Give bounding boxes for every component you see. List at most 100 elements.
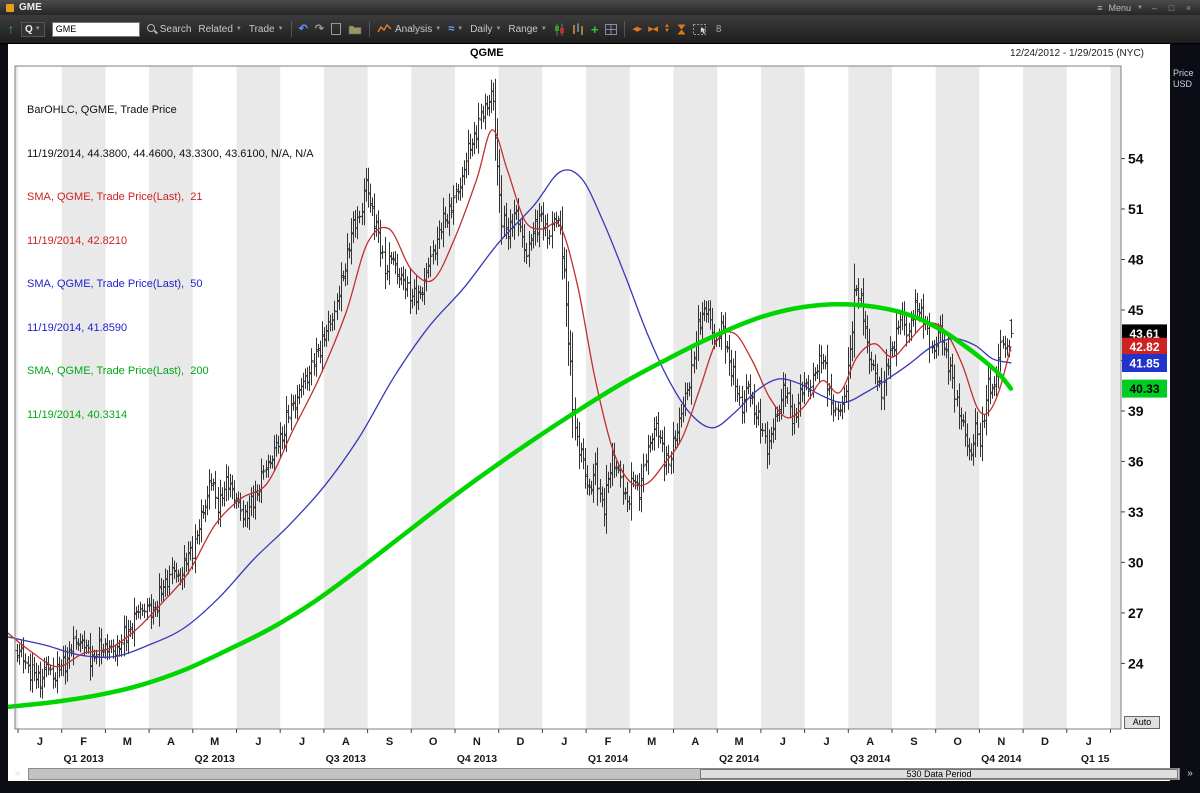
- hamburger-menu-icon[interactable]: ≡: [1097, 2, 1103, 13]
- right-axis-panel: Price USD: [1170, 44, 1200, 793]
- legend-sma21-series: SMA, QGME, Trade Price(Last), 21: [27, 191, 203, 203]
- hourglass-icon[interactable]: [677, 24, 686, 35]
- y-axis-tick-label: 39: [1128, 403, 1144, 419]
- chart-legend: BarOHLC, QGME, Trade Price 11/19/2014, 4…: [27, 74, 314, 451]
- chart-date-range: 12/24/2012 - 1/29/2015 (NYC): [1010, 48, 1144, 59]
- y-axis-tick-label: 33: [1128, 504, 1144, 520]
- x-axis-month-label: M: [735, 736, 744, 748]
- y-axis-tick-label: 45: [1128, 302, 1144, 318]
- x-axis-month-label: J: [561, 736, 567, 748]
- x-axis-month-label: J: [255, 736, 261, 748]
- plot-border: [14, 65, 1122, 730]
- x-axis-month-label: N: [473, 736, 481, 748]
- analysis-menu[interactable]: Analysis ▼: [377, 24, 441, 35]
- x-axis-month-label: D: [517, 736, 525, 748]
- scrollbar-track[interactable]: 530 Data Period: [28, 768, 1180, 780]
- x-axis-quarter-label: Q3 2013: [326, 753, 366, 765]
- crosshair-icon[interactable]: +: [590, 21, 599, 37]
- minimize-button[interactable]: –: [1151, 2, 1157, 13]
- caret-down-icon: ▼: [235, 26, 242, 32]
- axis-unit-price: Price: [1173, 68, 1194, 78]
- candlestick-icon[interactable]: [554, 23, 565, 36]
- legend-sma50-series: SMA, QGME, Trade Price(Last), 50: [27, 278, 203, 290]
- sma50-line: [5, 169, 1012, 658]
- y-axis-tick-label: 27: [1128, 605, 1144, 621]
- triangle-down-icon: ▼: [663, 28, 670, 34]
- x-axis-month-label: A: [342, 736, 350, 748]
- search-button[interactable]: Search: [146, 24, 191, 35]
- x-axis-month-label: D: [1041, 736, 1049, 748]
- legend-sma200-series: SMA, QGME, Trade Price(Last), 200: [27, 365, 209, 377]
- x-axis-quarter-label: Q1 15: [1081, 753, 1110, 765]
- x-axis-quarter-label: Q1 2013: [63, 753, 103, 765]
- toolbar-separator: [369, 21, 370, 37]
- titlebar: GME ≡ Menu ▼ – □ ×: [0, 0, 1200, 15]
- scroll-left-button[interactable]: «: [14, 768, 21, 779]
- x-axis-month-label: J: [1086, 736, 1092, 748]
- x-axis-quarter-label: Q4 2013: [457, 753, 497, 765]
- quote-up-arrow-icon[interactable]: ↑: [8, 21, 14, 36]
- chart-title: QGME: [470, 47, 504, 59]
- range-menu-label: Range: [508, 23, 538, 35]
- redo-icon[interactable]: ↷: [314, 22, 324, 35]
- grid-layout-icon[interactable]: [605, 23, 618, 35]
- x-axis-quarter-label: Q2 2014: [719, 753, 759, 765]
- undo-icon[interactable]: ↶: [298, 22, 308, 35]
- x-axis-month-label: J: [37, 736, 43, 748]
- y-axis-tick-label: 36: [1128, 453, 1144, 469]
- price-marker-value: 43.61: [1129, 327, 1159, 341]
- menu-label[interactable]: Menu: [1108, 2, 1132, 13]
- x-axis-month-label: N: [997, 736, 1005, 748]
- range-menu[interactable]: Range ▼: [508, 24, 546, 35]
- trade-menu-label: Trade: [248, 23, 275, 35]
- new-window-icon[interactable]: [331, 23, 341, 35]
- symbol-input[interactable]: [51, 21, 140, 37]
- caret-down-icon: ▼: [435, 26, 442, 32]
- compress-horizontal-icon[interactable]: ▶◀: [648, 25, 658, 33]
- x-axis-month-label: A: [167, 736, 175, 748]
- interval-menu[interactable]: Daily ▼: [470, 24, 501, 35]
- price-marker-box: [1122, 379, 1167, 398]
- cursor-select-icon[interactable]: [692, 23, 709, 35]
- price-marker-value: 41.85: [1129, 357, 1159, 371]
- close-button[interactable]: ×: [1185, 2, 1192, 13]
- caret-down-icon: ▼: [457, 26, 464, 32]
- auto-scale-button[interactable]: Auto: [1124, 716, 1160, 729]
- misc-tool-icon[interactable]: 8: [715, 23, 722, 35]
- symbol-type-button[interactable]: Q ▼: [21, 21, 45, 37]
- left-window-frame: [0, 44, 8, 793]
- symbol-type-label: Q: [25, 23, 33, 35]
- price-marker-value: 40.33: [1129, 382, 1159, 396]
- caret-down-icon: ▼: [277, 26, 284, 32]
- legend-sma50-value: 11/19/2014, 41.8590: [27, 321, 128, 334]
- caret-down-icon: ▼: [1137, 4, 1143, 11]
- expand-vertical-icon[interactable]: ▲ ▼: [663, 23, 670, 34]
- related-menu[interactable]: Related ▼: [198, 24, 241, 35]
- toolbar-separator: [290, 21, 292, 37]
- x-axis-month-label: F: [80, 736, 87, 748]
- analysis-menu-label: Analysis: [395, 23, 433, 35]
- scroll-right-button[interactable]: »: [1187, 768, 1193, 779]
- legend-sma21-value: 11/19/2014, 42.8210: [27, 234, 128, 247]
- x-axis-month-label: J: [823, 736, 829, 748]
- bar-chart-icon[interactable]: [572, 23, 584, 36]
- wave-tool-button[interactable]: ≈ ▼: [448, 23, 464, 35]
- x-axis-month-label: O: [953, 736, 962, 748]
- y-axis-tick-label: 48: [1128, 252, 1144, 268]
- maximize-button[interactable]: □: [1168, 2, 1175, 13]
- folder-icon[interactable]: [348, 24, 362, 35]
- caret-down-icon: ▼: [540, 26, 547, 32]
- x-axis: J F M A M J J A S O N D J F M A M J J A S O N D J Q1 2013 Q2 2013 Q…: [17, 729, 1111, 765]
- scrollbar-thumb[interactable]: 530 Data Period: [700, 769, 1178, 779]
- expand-horizontal-icon[interactable]: ◀▶: [632, 25, 642, 33]
- x-axis-month-label: M: [123, 736, 132, 748]
- x-axis-month-label: S: [910, 736, 917, 748]
- legend-ohlc-series: BarOHLC, QGME, Trade Price: [27, 104, 177, 116]
- y-axis-tick-label: 30: [1128, 554, 1144, 570]
- x-axis-month-label: A: [866, 736, 874, 748]
- x-axis-month-label: F: [605, 736, 612, 748]
- trade-menu[interactable]: Trade ▼: [249, 24, 284, 35]
- price-marker-box: [1122, 354, 1167, 372]
